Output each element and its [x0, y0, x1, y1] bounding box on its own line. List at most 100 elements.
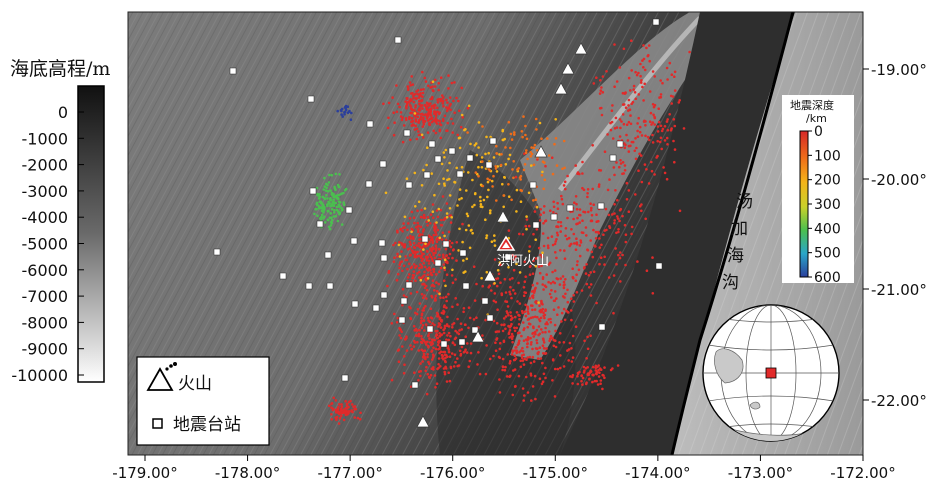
earthquake-point: [597, 375, 601, 378]
earthquake-point: [413, 341, 417, 344]
earthquake-point: [542, 372, 546, 376]
earthquake-point: [358, 417, 362, 421]
earthquake-point: [442, 256, 445, 259]
earthquake-point: [639, 81, 643, 84]
earthquake-point: [414, 311, 417, 315]
earthquake-point: [632, 88, 635, 91]
earthquake-point: [415, 334, 418, 337]
earthquake-point: [564, 234, 567, 238]
elevation-tick-label: 0: [58, 103, 68, 122]
earthquake-point: [645, 46, 648, 50]
seismic-station-marker: [448, 147, 456, 155]
earthquake-point: [409, 306, 412, 310]
earthquake-point: [461, 240, 464, 244]
earthquake-point: [396, 255, 399, 258]
earthquake-point: [552, 200, 555, 204]
earthquake-point: [614, 247, 617, 250]
earthquake-point: [408, 99, 412, 103]
earthquake-point: [513, 329, 517, 333]
earthquake-point: [533, 330, 537, 334]
earthquake-point: [668, 61, 672, 65]
longitude-tick-label: -177.00°: [317, 464, 382, 482]
earthquake-point: [313, 212, 316, 216]
trench-label-char: 加: [731, 219, 748, 239]
earthquake-point: [475, 282, 478, 286]
earthquake-point: [657, 107, 660, 110]
earthquake-point: [431, 80, 435, 83]
earthquake-point: [598, 371, 601, 375]
earthquake-point: [553, 142, 556, 146]
earthquake-point: [480, 156, 484, 159]
earthquake-point: [596, 383, 600, 386]
earthquake-point: [323, 176, 326, 180]
earthquake-point: [532, 335, 535, 338]
earthquake-point: [511, 316, 514, 320]
earthquake-point: [567, 359, 570, 362]
earthquake-point: [340, 223, 344, 226]
earthquake-point: [416, 209, 419, 213]
earthquake-point: [455, 166, 459, 170]
earthquake-point: [507, 157, 510, 161]
earthquake-point: [409, 138, 412, 142]
earthquake-point: [623, 169, 627, 172]
earthquake-point: [493, 234, 496, 237]
earthquake-point: [586, 372, 590, 376]
earthquake-point: [428, 320, 432, 324]
earthquake-point: [548, 292, 552, 296]
earthquake-point: [542, 244, 546, 248]
earthquake-point: [543, 316, 546, 320]
earthquake-point: [576, 260, 579, 263]
earthquake-point: [532, 199, 535, 202]
earthquake-point: [641, 59, 644, 62]
earthquake-point: [417, 121, 420, 124]
earthquake-point: [462, 271, 466, 274]
earthquake-point: [435, 240, 439, 244]
earthquake-point: [428, 341, 432, 344]
earthquake-point: [447, 292, 450, 296]
earthquake-point: [535, 228, 539, 231]
bathymetry-map: 洪阿火山 汤 加 海 沟 地震深度 /km 010020030040050060…: [128, 12, 863, 455]
earthquake-point: [598, 246, 602, 249]
earthquake-point: [445, 212, 449, 215]
earthquake-point: [559, 249, 562, 252]
earthquake-point: [437, 82, 441, 85]
earthquake-point: [420, 316, 423, 320]
earthquake-point: [524, 124, 527, 128]
earthquake-point: [420, 341, 424, 345]
earthquake-point: [600, 243, 603, 247]
earthquake-point: [466, 342, 469, 345]
earthquake-point: [480, 276, 483, 280]
earthquake-point: [432, 129, 436, 133]
seismic-station-marker: [442, 240, 450, 248]
earthquake-point: [613, 203, 616, 206]
earthquake-point: [539, 253, 542, 257]
earthquake-point: [500, 323, 503, 327]
earthquake-point: [423, 286, 427, 290]
earthquake-point: [401, 269, 404, 273]
earthquake-point: [422, 228, 426, 231]
earthquake-point: [560, 194, 563, 198]
earthquake-point: [660, 129, 664, 133]
earthquake-point: [621, 113, 625, 116]
earthquake-point: [599, 256, 603, 260]
earthquake-point: [637, 93, 641, 96]
earthquake-point: [441, 99, 445, 103]
earthquake-point: [498, 261, 502, 264]
earthquake-point: [465, 351, 469, 354]
earthquake-point: [457, 99, 460, 103]
earthquake-point: [589, 334, 592, 338]
earthquake-point: [639, 154, 643, 157]
trench-label: 汤 加 海 沟: [722, 192, 753, 293]
earthquake-point: [582, 188, 586, 192]
earthquake-point: [499, 163, 503, 167]
earthquake-point: [409, 344, 412, 347]
earthquake-point: [599, 169, 603, 172]
earthquake-point: [412, 263, 416, 266]
earthquake-point: [419, 256, 423, 260]
earthquake-point: [481, 284, 485, 288]
earthquake-point: [640, 79, 643, 82]
earthquake-point: [586, 335, 589, 339]
seismic-station-marker: [456, 170, 464, 178]
earthquake-point: [408, 240, 412, 244]
earthquake-point: [627, 98, 631, 102]
